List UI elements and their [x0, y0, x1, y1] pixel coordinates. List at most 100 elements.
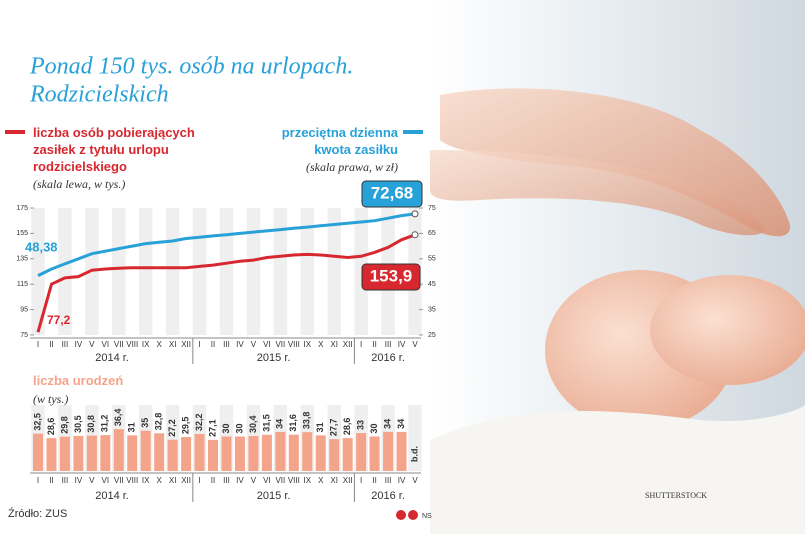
bar	[221, 436, 232, 471]
bar-value-label: 34	[396, 419, 406, 429]
x-tick-label: XI	[169, 476, 177, 485]
bar	[113, 429, 124, 471]
x-tick-label: I	[198, 340, 200, 349]
y-tick-label: 155	[16, 230, 28, 237]
bar-value-label: 30	[369, 423, 379, 433]
baby-body	[650, 275, 805, 385]
x-tick-label: II	[49, 340, 53, 349]
x-tick-label: VI	[263, 340, 271, 349]
bar-value-label: 31	[315, 422, 325, 432]
x-tick-label: I	[360, 476, 362, 485]
x-tick-label: IV	[236, 340, 244, 349]
callout-box	[361, 263, 421, 291]
x-tick-label: I	[360, 340, 362, 349]
year-label: 2014 r.	[95, 352, 129, 364]
x-tick-label: XII	[343, 340, 353, 349]
bar-value-label: 32,2	[194, 413, 204, 431]
bar-value-label: 31,5	[261, 414, 271, 432]
legend-note: (skala prawa, w zł)	[305, 160, 398, 174]
x-tick-label: IV	[398, 476, 406, 485]
x-tick-label: V	[89, 476, 95, 485]
y2-tick-label: 25	[428, 332, 436, 339]
logo	[408, 510, 418, 520]
bar	[73, 435, 84, 471]
x-tick-label: II	[211, 340, 215, 349]
legend-entry: przeciętna dzienna kwota zasiłku	[281, 125, 398, 157]
column-stripe	[165, 208, 180, 335]
bar	[248, 436, 259, 471]
x-tick-label: XI	[330, 340, 338, 349]
bar-value-label: 35	[140, 418, 150, 428]
column-stripe	[138, 208, 153, 335]
x-tick-label: VII	[114, 476, 124, 485]
bar	[275, 431, 286, 471]
callout-box	[361, 180, 423, 208]
bar	[33, 433, 43, 471]
bar	[302, 432, 313, 471]
bar-value-label: 30	[234, 423, 244, 433]
year-label: 2015 r.	[257, 352, 291, 364]
bar-value-label: 27,2	[167, 419, 177, 437]
year-label: 2015 r.	[257, 490, 291, 502]
bar	[396, 431, 407, 471]
bar	[100, 435, 111, 471]
x-tick-label: XI	[169, 340, 177, 349]
bar-value-label: 31,6	[288, 414, 298, 432]
x-tick-label: IV	[236, 476, 244, 485]
end-marker	[411, 210, 419, 218]
title: Ponad 150 tys. osób na urlopach.	[29, 54, 353, 80]
bar-value-label: 28,6	[46, 418, 56, 436]
bar-value-label: 27,7	[329, 419, 339, 437]
column-stripe	[112, 208, 126, 335]
x-tick-label: VIII	[126, 340, 138, 349]
bar-value-label: 30,8	[86, 415, 96, 433]
line-series	[36, 233, 416, 333]
bar-value-label: 28,6	[342, 418, 352, 436]
x-tick-label: II	[372, 476, 376, 485]
y-tick-label: 135	[16, 256, 28, 263]
bar	[59, 436, 70, 471]
x-tick-label: V	[251, 340, 257, 349]
year-label: 2016 r.	[371, 490, 405, 502]
bar-value-label: 30	[221, 423, 231, 433]
bar	[342, 438, 353, 471]
y2-tick-label: 35	[428, 306, 436, 313]
x-tick-label: V	[412, 340, 418, 349]
x-tick-label: IX	[142, 340, 150, 349]
x-tick-label: I	[37, 340, 39, 349]
value-label: 153,9	[370, 266, 413, 285]
bar	[261, 434, 272, 471]
year-label: 2014 r.	[95, 490, 129, 502]
value-label: 72,68	[371, 183, 414, 202]
x-tick-label: XI	[330, 476, 338, 485]
x-tick-label: VI	[263, 476, 271, 485]
x-tick-label: II	[211, 476, 215, 485]
bar-value-label: 29,5	[180, 417, 190, 435]
x-tick-label: X	[157, 340, 163, 349]
x-tick-label: III	[385, 476, 392, 485]
credit: SHUTTERSTOCK	[645, 491, 707, 500]
y-tick-label: 115	[17, 281, 28, 288]
x-tick-label: I	[198, 476, 200, 485]
value-label: 48,38	[25, 239, 58, 254]
bar-value-label: 33	[356, 420, 366, 430]
bar	[154, 433, 165, 471]
y-tick-label: 95	[20, 306, 28, 313]
y-tick-label: 75	[20, 332, 28, 339]
x-tick-label: VII	[275, 476, 285, 485]
bar-value-label: 30,5	[73, 415, 83, 433]
blanket	[430, 405, 805, 534]
title: Rodzicielskich	[29, 82, 169, 108]
x-tick-label: IX	[304, 476, 312, 485]
x-tick-label: V	[412, 476, 418, 485]
bar	[288, 434, 299, 471]
y2-tick-label: 75	[428, 205, 436, 212]
y-tick-label: 175	[16, 205, 28, 212]
x-tick-label: II	[49, 476, 53, 485]
bar	[234, 436, 245, 471]
x-tick-label: III	[62, 340, 69, 349]
y2-tick-label: 45	[428, 281, 436, 288]
x-tick-label: IX	[142, 476, 150, 485]
bar-subtitle: (w tys.)	[33, 392, 69, 406]
